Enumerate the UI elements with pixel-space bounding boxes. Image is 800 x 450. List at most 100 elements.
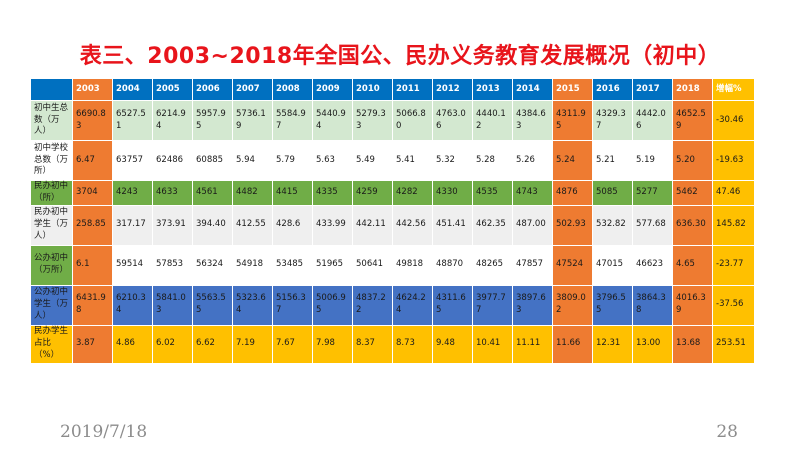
table-cell: 5.49: [352, 140, 393, 181]
table-cell: 451.41: [432, 204, 473, 246]
table-cell: 10.41: [472, 324, 513, 364]
table-cell: 4384.63: [512, 100, 553, 141]
table-cell: -19.63: [712, 140, 755, 181]
table-cell: 5957.95: [192, 100, 233, 141]
table-cell: 412.55: [232, 204, 273, 246]
table-cell: -37.56: [712, 284, 755, 326]
column-header: 2015: [552, 78, 593, 101]
table-cell: 51965: [312, 244, 353, 286]
table-cell: 5.20: [672, 140, 713, 181]
table-cell: 6.02: [152, 324, 193, 364]
table-row: 民办学生占比（%） 3.87 4.86 6.02 6.62 7.19 7.67 7.98 8.3…: [30, 324, 755, 364]
table-cell: 6.1: [72, 244, 113, 286]
table-cell: 3977.77: [472, 284, 513, 326]
row-label: 民办学生占比（%）: [30, 324, 73, 364]
table-cell: 4.86: [112, 324, 153, 364]
table-cell: 5066.80: [392, 100, 433, 141]
table-cell: 5.28: [472, 140, 513, 181]
table-cell: 4311.95: [552, 100, 593, 141]
table-cell: 5.63: [312, 140, 353, 181]
table-cell: 5323.64: [232, 284, 273, 326]
table-cell: 6210.34: [112, 284, 153, 326]
table-cell: 394.40: [192, 204, 233, 246]
column-header: 2011: [392, 78, 433, 101]
table-cell: 13.68: [672, 324, 713, 364]
column-header: 2006: [192, 78, 233, 101]
table-cell: 47.46: [712, 180, 755, 206]
table-cell: 9.48: [432, 324, 473, 364]
table-cell: 5.26: [512, 140, 553, 181]
table-cell: 4535: [472, 180, 513, 206]
table-cell: 145.82: [712, 204, 755, 246]
table-cell: 3864.38: [632, 284, 673, 326]
table-cell: 48265: [472, 244, 513, 286]
table-cell: 6.47: [72, 140, 113, 181]
table-cell: 7.98: [312, 324, 353, 364]
table-cell: 11.66: [552, 324, 593, 364]
table-cell: 5.24: [552, 140, 593, 181]
table-row: 民办初中学生（万人） 258.85 317.17 373.91 394.40 412.55…: [30, 204, 755, 246]
table-cell: 4624.24: [392, 284, 433, 326]
table-cell: 4763.06: [432, 100, 473, 141]
table-cell: 4282: [392, 180, 433, 206]
table-cell: 5462: [672, 180, 713, 206]
table-cell: 6690.83: [72, 100, 113, 141]
column-header: 2016: [592, 78, 633, 101]
table-cell: 577.68: [632, 204, 673, 246]
column-header: 2003: [72, 78, 113, 101]
table-cell: 4743: [512, 180, 553, 206]
table-row: 公办初中（万所） 6.1 59514 57853 56324 54918 53485 5196…: [30, 244, 755, 286]
table-cell: 5156.37: [272, 284, 313, 326]
table-cell: 47524: [552, 244, 593, 286]
table-cell: 3809.02: [552, 284, 593, 326]
table-cell: 47857: [512, 244, 553, 286]
row-label: 公办初中学生（万人）: [30, 284, 73, 326]
table-cell: 46623: [632, 244, 673, 286]
row-label: 民办初中（所）: [30, 180, 73, 206]
table-cell: 373.91: [152, 204, 193, 246]
table-cell: 3.87: [72, 324, 113, 364]
table-cell: 62486: [152, 140, 193, 181]
table-cell: 57853: [152, 244, 193, 286]
table-cell: 48870: [432, 244, 473, 286]
table-cell: 5736.19: [232, 100, 273, 141]
table-cell: 5.94: [232, 140, 273, 181]
table-cell: 5.21: [592, 140, 633, 181]
table-cell: 5279.33: [352, 100, 393, 141]
table-cell: 462.35: [472, 204, 513, 246]
table-cell: 47015: [592, 244, 633, 286]
table-cell: 53485: [272, 244, 313, 286]
table-cell: 4016.39: [672, 284, 713, 326]
table-cell: 7.67: [272, 324, 313, 364]
table-cell: 49818: [392, 244, 433, 286]
table-cell: 4482: [232, 180, 273, 206]
row-label: 公办初中（万所）: [30, 244, 73, 286]
data-table: 2003 2004 2005 2006 2007 2008 2009 2010 2011 2012…: [30, 78, 755, 364]
table-cell: 442.11: [352, 204, 393, 246]
table-cell: 4415: [272, 180, 313, 206]
table-cell: 4442.06: [632, 100, 673, 141]
table-cell: 4561: [192, 180, 233, 206]
table-cell: 487.00: [512, 204, 553, 246]
row-label: 初中学校总数（万所）: [30, 140, 73, 181]
table-cell: 8.73: [392, 324, 433, 364]
table-cell: 5563.55: [192, 284, 233, 326]
table-cell: 5.79: [272, 140, 313, 181]
table-cell: 433.99: [312, 204, 353, 246]
table-cell: 3796.55: [592, 284, 633, 326]
table-cell: 5277: [632, 180, 673, 206]
table-cell: 442.56: [392, 204, 433, 246]
table-row: 民办初中（所） 3704 4243 4633 4561 4482 4415 4335 4259 4…: [30, 180, 755, 206]
table-cell: 12.31: [592, 324, 633, 364]
table-cell: 6.62: [192, 324, 233, 364]
column-header: 2017: [632, 78, 673, 101]
table-cell: 317.17: [112, 204, 153, 246]
table-cell: 59514: [112, 244, 153, 286]
table-cell: 253.51: [712, 324, 755, 364]
table-cell: 5.41: [392, 140, 433, 181]
table-cell: 4329.37: [592, 100, 633, 141]
table-row: 公办初中学生（万人） 6431.98 6210.34 5841.03 5563.55 53…: [30, 284, 755, 326]
table-cell: 50641: [352, 244, 393, 286]
table-cell: 4311.65: [432, 284, 473, 326]
table-cell: 4330: [432, 180, 473, 206]
